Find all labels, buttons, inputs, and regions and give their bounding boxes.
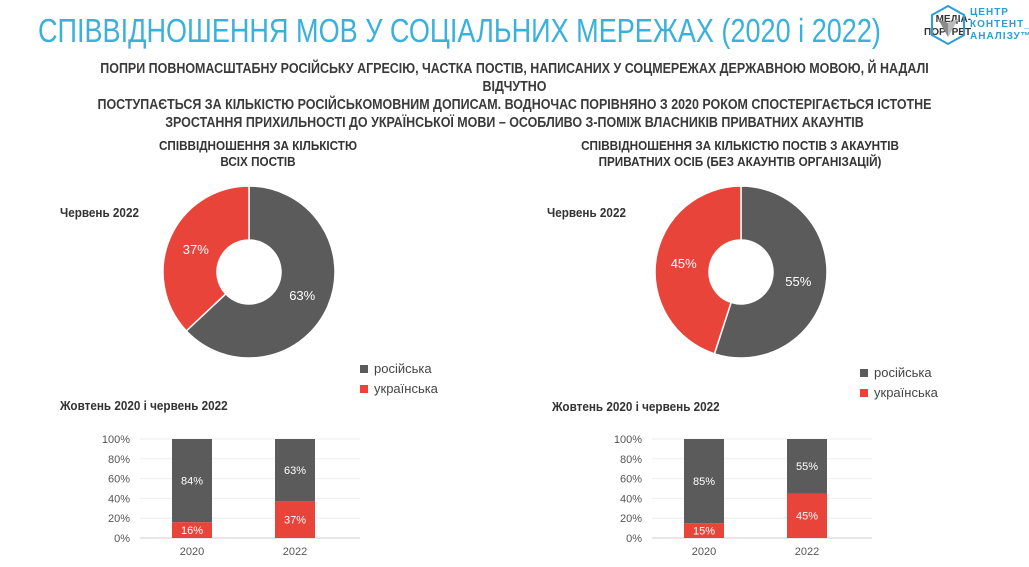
y-tick-label: 20%: [108, 513, 130, 525]
left-pie-title: СПІВВІДНОШЕННЯ ЗА КІЛЬКІСТЮ ВСІХ ПОСТІВ: [108, 138, 408, 170]
right-pie-period: Червень 2022: [547, 205, 626, 220]
bar-data-label: 55%: [796, 461, 818, 473]
bar-segment-ukrainian: [684, 523, 724, 538]
bar-segment-russian: [275, 439, 315, 502]
legend-label: російська: [874, 365, 932, 380]
pie-slice-ukrainian: [654, 185, 742, 355]
bar-data-label: 16%: [181, 525, 203, 537]
right-pie-chart: 55% 45%: [654, 185, 828, 359]
y-tick-label: 40%: [620, 493, 642, 505]
bar-data-label: 85%: [693, 476, 715, 488]
subtitle-line: ПОСТУПАЄТЬСЯ ЗА КІЛЬКІСТЮ РОСІЙСЬКОМОВНИ…: [97, 97, 932, 113]
right-bar-chart: 100% 80% 60% 40% 20% 0% 15% 85% 2020 45% 55% 2022: [614, 434, 872, 558]
x-tick-label: 2022: [795, 546, 819, 558]
bar-segment-russian: [684, 439, 724, 524]
y-tick-label: 100%: [614, 434, 642, 446]
title-line: ПРИВАТНИХ ОСІБ (БЕЗ АКАУНТІВ ОРГАНІЗАЦІЙ…: [598, 154, 882, 169]
left-pie-period: Червень 2022: [60, 205, 139, 220]
left-legend: російська українська: [360, 359, 438, 399]
bar-segment-russian: [787, 439, 827, 494]
logo-line: ЦЕНТР: [970, 7, 1009, 18]
y-tick-label: 20%: [620, 513, 642, 525]
logo-icon: [931, 4, 965, 46]
pie-data-label: 55%: [785, 274, 811, 289]
legend-label: українська: [374, 381, 438, 396]
left-pie-chart: 63% 37%: [162, 185, 336, 359]
y-tick-label: 60%: [108, 474, 130, 486]
left-bar-chart: 100% 80% 60% 40% 20% 0% 16% 84% 2020 37% 63% 2022: [102, 434, 360, 558]
x-tick-label: 2020: [692, 546, 716, 558]
legend-label: російська: [374, 361, 432, 376]
left-bar-title: Жовтень 2020 і червень 2022: [60, 398, 228, 413]
pie-slice-russian: [185, 185, 336, 359]
bar-segment-ukrainian: [787, 493, 827, 538]
y-tick-label: 0%: [114, 533, 130, 545]
y-tick-label: 60%: [620, 474, 642, 486]
subtitle-line: ЗРОСТАННЯ ПРИХИЛЬНОСТІ ДО УКРАЇНСЬКОЇ МО…: [165, 115, 864, 131]
bar-segment-ukrainian: [172, 522, 212, 538]
right-legend: російська українська: [860, 363, 938, 403]
bar-data-label: 15%: [693, 526, 715, 538]
logo-line: МЕДІА-: [935, 14, 972, 25]
y-tick-label: 80%: [108, 454, 130, 466]
pie-slice-ukrainian: [162, 185, 250, 332]
pie-data-label: 37%: [183, 242, 209, 257]
legend-swatch: [860, 389, 868, 397]
logo-line: КОНТЕНТ_: [970, 19, 1029, 30]
title-line: ВСІХ ПОСТІВ: [220, 154, 296, 169]
logo-line: АНАЛІЗУ™: [970, 31, 1029, 42]
title-line: СПІВВІДНОШЕННЯ ЗА КІЛЬКІСТЮ: [158, 138, 358, 153]
logo-brand: ЦЕНТР КОНТЕНТ_ АНАЛІЗУ™: [970, 7, 1029, 43]
legend-swatch: [360, 365, 368, 373]
legend-swatch: [860, 369, 868, 377]
legend-russian: російська: [360, 359, 438, 379]
subtitle: ПОПРИ ПОВНОМАСШТАБНУ РОСІЙСЬКУ АГРЕСІЮ, …: [0, 60, 1029, 132]
bar-data-label: 37%: [284, 515, 306, 527]
title-line: СПІВВІДНОШЕННЯ ЗА КІЛЬКІСТЮ ПОСТІВ З АКА…: [581, 138, 899, 153]
y-tick-label: 100%: [102, 434, 130, 446]
bar-segment-russian: [172, 439, 212, 523]
pie-data-label: 45%: [671, 256, 697, 271]
bar-data-label: 63%: [284, 465, 306, 477]
y-tick-label: 40%: [108, 493, 130, 505]
x-tick-label: 2022: [283, 546, 307, 558]
bar-data-label: 45%: [796, 511, 818, 523]
legend-swatch: [360, 385, 368, 393]
legend-russian: російська: [860, 363, 938, 383]
x-tick-label: 2020: [180, 546, 204, 558]
legend-label: українська: [874, 385, 938, 400]
right-bar-title: Жовтень 2020 і червень 2022: [552, 399, 720, 414]
subtitle-line: ПОПРИ ПОВНОМАСШТАБНУ РОСІЙСЬКУ АГРЕСІЮ, …: [100, 61, 929, 95]
legend-ukrainian: українська: [860, 383, 938, 403]
legend-ukrainian: українська: [360, 379, 438, 399]
pie-slice-russian: [713, 185, 828, 359]
pie-data-label: 63%: [289, 288, 315, 303]
right-pie-title: СПІВВІДНОШЕННЯ ЗА КІЛЬКІСТЮ ПОСТІВ З АКА…: [540, 138, 940, 170]
page-title: СПІВВІДНОШЕННЯ МОВ У СОЦІАЛЬНИХ МЕРЕЖАХ …: [38, 12, 881, 49]
y-tick-label: 80%: [620, 454, 642, 466]
bar-data-label: 84%: [181, 476, 203, 488]
y-tick-label: 0%: [626, 533, 642, 545]
bar-segment-ukrainian: [275, 501, 315, 538]
